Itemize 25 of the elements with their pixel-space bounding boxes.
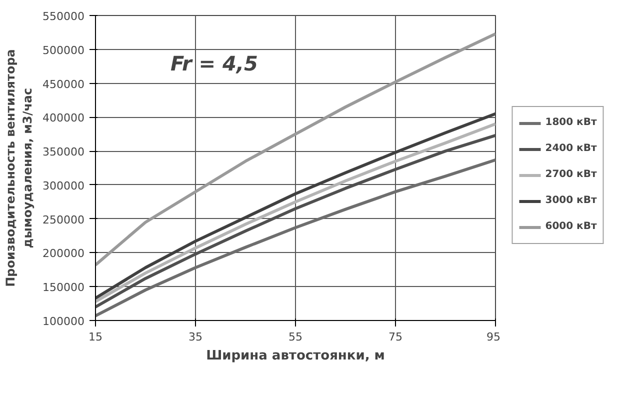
y-tick-label: 150000 (42, 281, 85, 294)
y-axis-title: Производительность вентилятора дымоудаления, м3/час (4, 49, 35, 287)
y-tick-label: 400000 (42, 112, 85, 125)
x-axis-title: Ширина автостоянки, м (206, 348, 385, 364)
x-tick-label: 95 (486, 330, 501, 344)
x-tick-label: 75 (388, 330, 402, 344)
x-tick-label: 55 (288, 330, 302, 344)
x-tick-label: 35 (188, 330, 202, 344)
legend-label: 2400 кВт (545, 143, 597, 154)
y-tick-label: 100000 (42, 315, 85, 328)
line-series (96, 32, 496, 266)
line-series (96, 158, 496, 318)
legend-label: 2700 кВт (545, 169, 597, 180)
y-tick-label: 250000 (42, 213, 85, 226)
annotation: Fr = 4,5 (170, 52, 258, 76)
y-tick-label: 450000 (42, 78, 85, 91)
y-tick-label: 350000 (42, 146, 85, 159)
x-tick-label: 15 (88, 330, 102, 344)
y-tick-label: 300000 (42, 179, 85, 192)
legend-label: 1800 кВт (545, 117, 597, 128)
legend-label: 6000 кВт (545, 221, 597, 232)
y-tick-label: 200000 (42, 247, 85, 260)
y-tick-label: 550000 (42, 10, 85, 23)
y-tick-label: 500000 (42, 44, 85, 57)
legend-label: 3000 кВт (545, 195, 597, 206)
